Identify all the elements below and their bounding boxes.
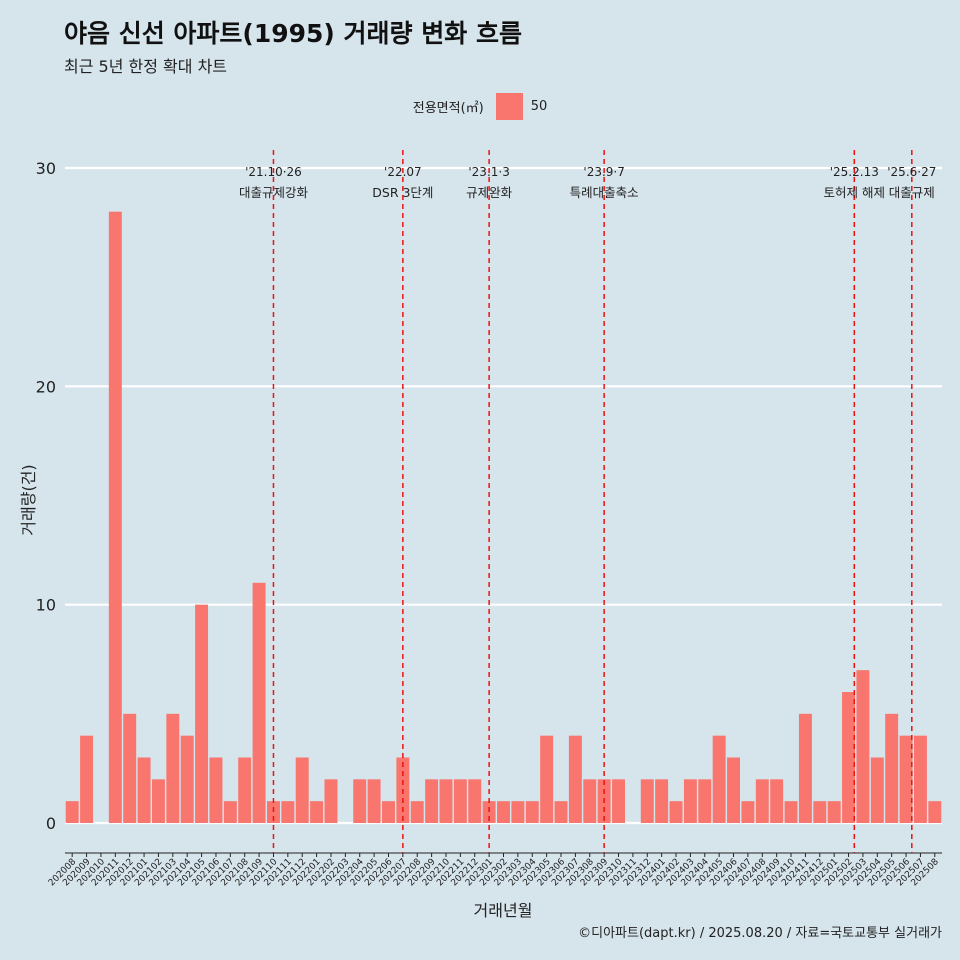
bar xyxy=(928,801,942,823)
event-date: '21.10·26 xyxy=(245,165,302,179)
event-label: 대출규제 xyxy=(889,185,935,200)
event-date: '22.07 xyxy=(384,165,422,179)
bar xyxy=(856,670,870,823)
bar xyxy=(123,713,137,823)
y-tick-label: 30 xyxy=(36,159,56,178)
bar xyxy=(640,779,654,823)
bar xyxy=(770,779,784,823)
bar xyxy=(683,779,697,823)
event-date: '25.6·27 xyxy=(887,165,936,179)
bar xyxy=(755,779,769,823)
event-label: 토허제 해제 xyxy=(824,185,885,200)
bar xyxy=(554,801,568,823)
bar xyxy=(583,779,597,823)
bar xyxy=(511,801,525,823)
legend-title: 전용면적(㎡) xyxy=(412,101,484,116)
event-label: 규제완화 xyxy=(466,185,513,200)
bar xyxy=(525,801,539,823)
chart-subtitle: 최근 5년 한정 확대 차트 xyxy=(64,57,228,76)
bar xyxy=(238,757,252,823)
bar xyxy=(784,801,798,823)
bar xyxy=(410,801,424,823)
bar xyxy=(195,604,209,823)
bar xyxy=(65,801,79,823)
y-tick-label: 0 xyxy=(46,814,56,833)
bar xyxy=(813,801,827,823)
bar xyxy=(482,801,496,823)
bar xyxy=(310,801,324,823)
bar xyxy=(885,713,899,823)
bar xyxy=(698,779,712,823)
bar xyxy=(913,735,927,823)
event-label: DSR 3단계 xyxy=(372,185,433,200)
bar xyxy=(108,211,122,823)
event-label: 특례대출축소 xyxy=(570,185,639,200)
bar xyxy=(80,735,94,823)
bar xyxy=(439,779,453,823)
bar xyxy=(425,779,439,823)
bar xyxy=(727,757,741,823)
event-label: 대출규제강화 xyxy=(239,185,309,200)
bar xyxy=(223,801,237,823)
bar xyxy=(741,801,755,823)
bar xyxy=(281,801,295,823)
legend-item-label: 50 xyxy=(530,99,548,114)
bar xyxy=(266,801,280,823)
legend-swatch xyxy=(495,93,523,120)
bar xyxy=(209,757,223,823)
bar xyxy=(655,779,669,823)
bar xyxy=(180,735,194,823)
bar xyxy=(842,692,856,823)
bar xyxy=(151,779,165,823)
bar xyxy=(295,757,309,823)
legend: 전용면적(㎡) 50 xyxy=(0,93,960,120)
event-date: '23.1·3 xyxy=(468,165,509,179)
caption: ©디아파트(dapt.kr) / 2025.08.20 / 자료=국토교통부 실… xyxy=(578,926,942,941)
chart-title: 야음 신선 아파트(1995) 거래량 변화 흐름 xyxy=(64,19,522,48)
bar xyxy=(367,779,381,823)
x-axis-title: 거래년월 xyxy=(474,901,533,920)
bar xyxy=(324,779,338,823)
bar xyxy=(166,713,180,823)
bar xyxy=(353,779,367,823)
event-date: '23.9·7 xyxy=(583,165,624,179)
y-tick-label: 20 xyxy=(36,377,56,396)
event-date: '25.2.13 xyxy=(830,165,879,179)
bar xyxy=(870,757,884,823)
bar xyxy=(137,757,151,823)
bar xyxy=(497,801,510,823)
bar xyxy=(827,801,841,823)
y-tick-label: 10 xyxy=(36,596,56,615)
bar xyxy=(899,735,913,823)
bar xyxy=(712,735,726,823)
bar xyxy=(612,779,625,823)
bar xyxy=(540,735,554,823)
bar xyxy=(453,779,467,823)
bar xyxy=(252,582,266,823)
bar xyxy=(468,779,482,823)
bar xyxy=(798,713,812,823)
bar xyxy=(382,801,395,823)
bar xyxy=(669,801,683,823)
y-axis-title: 거래량(건) xyxy=(19,464,38,535)
bar xyxy=(568,735,582,823)
